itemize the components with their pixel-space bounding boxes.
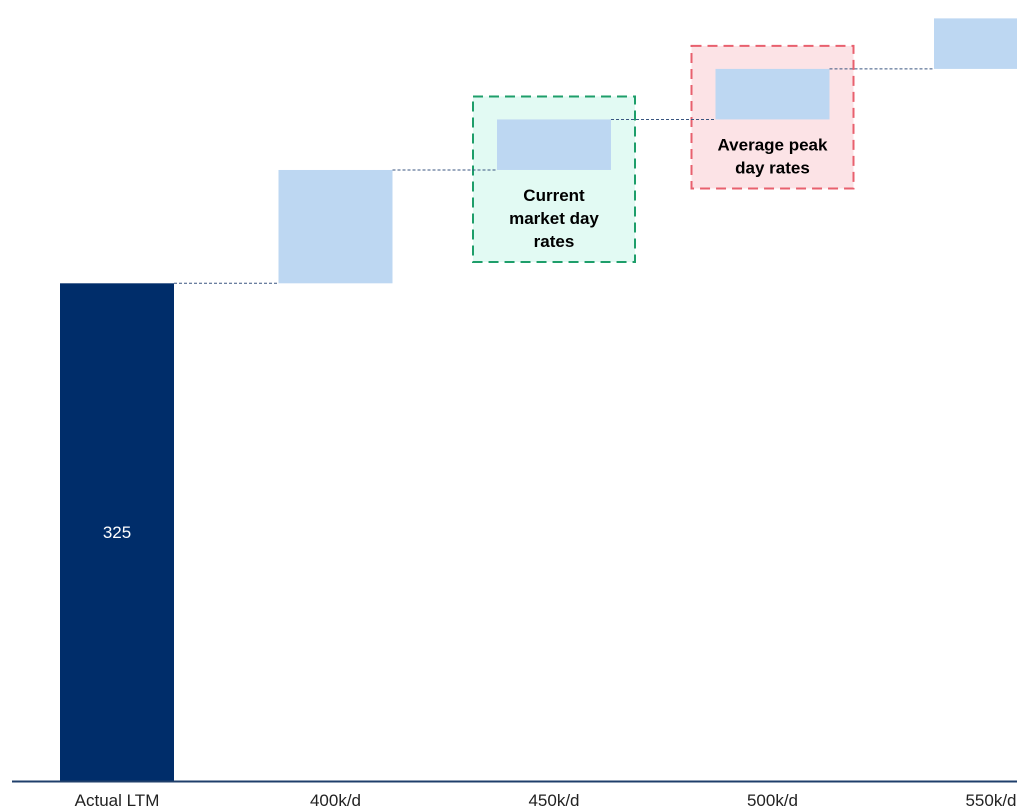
bars-layer: [60, 18, 1017, 781]
annotation-text-line: Current: [523, 186, 585, 205]
increment-bar: [715, 68, 830, 120]
x-tick-label: 550k/d: [965, 791, 1016, 810]
annotation-text-layer: Current market day rates Average peak day ra…: [509, 135, 828, 251]
x-tick-label: Actual LTM: [75, 791, 160, 810]
annotation-text-line: market day: [509, 209, 599, 228]
increment-bar: [497, 119, 611, 170]
annotation-text-line: day rates: [735, 158, 810, 177]
labels-layer: 325: [103, 523, 131, 542]
connectors-layer: [174, 68, 934, 284]
x-tick-label: 500k/d: [747, 791, 798, 810]
total-bar: [60, 283, 174, 781]
x-tick-labels: Actual LTM 400k/d 450k/d 500k/d 550k/d: [75, 791, 1017, 810]
annotation-text-line: rates: [534, 232, 575, 251]
x-tick-label: 400k/d: [310, 791, 361, 810]
bar-value-label: 325: [103, 523, 131, 542]
increment-bar: [278, 169, 393, 284]
x-tick-label: 450k/d: [528, 791, 579, 810]
increment-bar: [934, 18, 1017, 69]
annotation-text-line: Average peak: [718, 135, 828, 154]
